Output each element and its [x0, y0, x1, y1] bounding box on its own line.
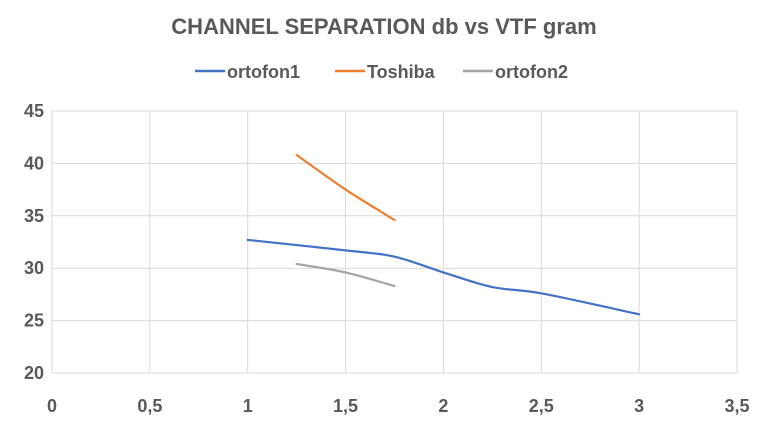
x-tick-label: 2 — [438, 396, 448, 416]
x-tick-label: 0 — [47, 396, 57, 416]
y-tick-label: 30 — [24, 258, 44, 278]
x-tick-label: 3,5 — [724, 396, 749, 416]
legend-label: ortofon2 — [495, 62, 568, 82]
y-tick-label: 20 — [24, 363, 44, 383]
x-tick-label: 1,5 — [333, 396, 358, 416]
x-tick-label: 0,5 — [137, 396, 162, 416]
x-tick-label: 2,5 — [529, 396, 554, 416]
grid — [51, 110, 738, 374]
x-tick-label: 1 — [243, 396, 253, 416]
series-line-ortofon2 — [295, 262, 396, 288]
legend-label: Toshiba — [367, 62, 436, 82]
series-line-ortofon1 — [246, 238, 641, 316]
series-lines — [246, 153, 641, 316]
y-tick-label: 25 — [24, 311, 44, 331]
legend: ortofon1 Toshiba ortofon2 — [195, 62, 568, 82]
chart-title: CHANNEL SEPARATION db vs VTF gram — [171, 14, 596, 39]
y-tick-label: 35 — [24, 206, 44, 226]
x-tick-label: 3 — [634, 396, 644, 416]
series-line-toshiba — [295, 153, 396, 222]
y-tick-label: 45 — [24, 101, 44, 121]
legend-label: ortofon1 — [227, 62, 300, 82]
y-tick-label: 40 — [24, 153, 44, 173]
tick-labels: 20 25 30 35 40 45 0 0,5 1 1,5 2 2,5 3 3,5 — [24, 101, 750, 416]
